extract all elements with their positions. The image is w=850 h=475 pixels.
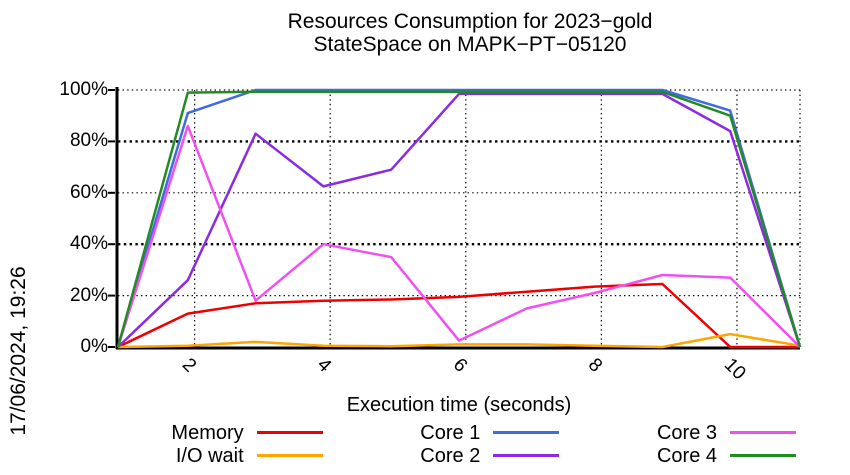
legend-swatch-core-4 — [730, 454, 796, 457]
series-line-i-o-wait — [117, 332, 801, 349]
y-tick-label-80: 80% — [69, 130, 108, 152]
chart-title-block: Resources Consumption for 2023−gold Stat… — [90, 10, 850, 56]
legend-item-i-o-wait: I/O wait — [120, 444, 323, 467]
x-axis-label: Execution time (seconds) — [346, 394, 572, 416]
y-tick-label-40: 40% — [69, 233, 108, 255]
legend-swatch-memory — [256, 431, 323, 434]
legend: Memory I/O wait Core 1 Core 2 Core 3 Core 4 — [120, 421, 796, 467]
series-line-core-4 — [116, 90, 802, 348]
series-line-core-2 — [117, 92, 802, 348]
legend-label-memory: Memory — [171, 421, 244, 444]
legend-item-core-4: Core 4 — [593, 444, 796, 467]
legend-item-core-2: Core 2 — [357, 444, 560, 467]
legend-swatch-core-2 — [493, 454, 560, 457]
legend-swatch-core-1 — [493, 431, 560, 434]
legend-label-core-3: Core 3 — [656, 421, 717, 444]
y-tick-label-60: 60% — [69, 181, 108, 203]
legend-label-i-o-wait: I/O wait — [175, 444, 244, 467]
y-tick-label-20: 20% — [69, 284, 108, 306]
chart-title: Resources Consumption for 2023−gold — [287, 10, 653, 33]
series-line-core-3 — [116, 124, 801, 348]
legend-item-memory: Memory — [120, 421, 323, 444]
legend-swatch-core-3 — [730, 431, 796, 434]
legend-item-core-3: Core 3 — [593, 421, 796, 444]
legend-label-core-4: Core 4 — [656, 444, 717, 467]
legend-label-core-1: Core 1 — [420, 421, 481, 444]
legend-swatch-i-o-wait — [256, 454, 323, 457]
series-line-memory — [117, 282, 800, 349]
chart-subtitle: StateSpace on MAPK−PT−05120 — [313, 33, 627, 56]
y-tick-label-100: 100% — [59, 79, 108, 100]
legend-item-core-1: Core 1 — [357, 421, 560, 444]
legend-label-core-2: Core 2 — [420, 444, 481, 467]
y-tick-label-0: 0% — [80, 336, 108, 357]
series-line-core-1 — [116, 88, 802, 348]
